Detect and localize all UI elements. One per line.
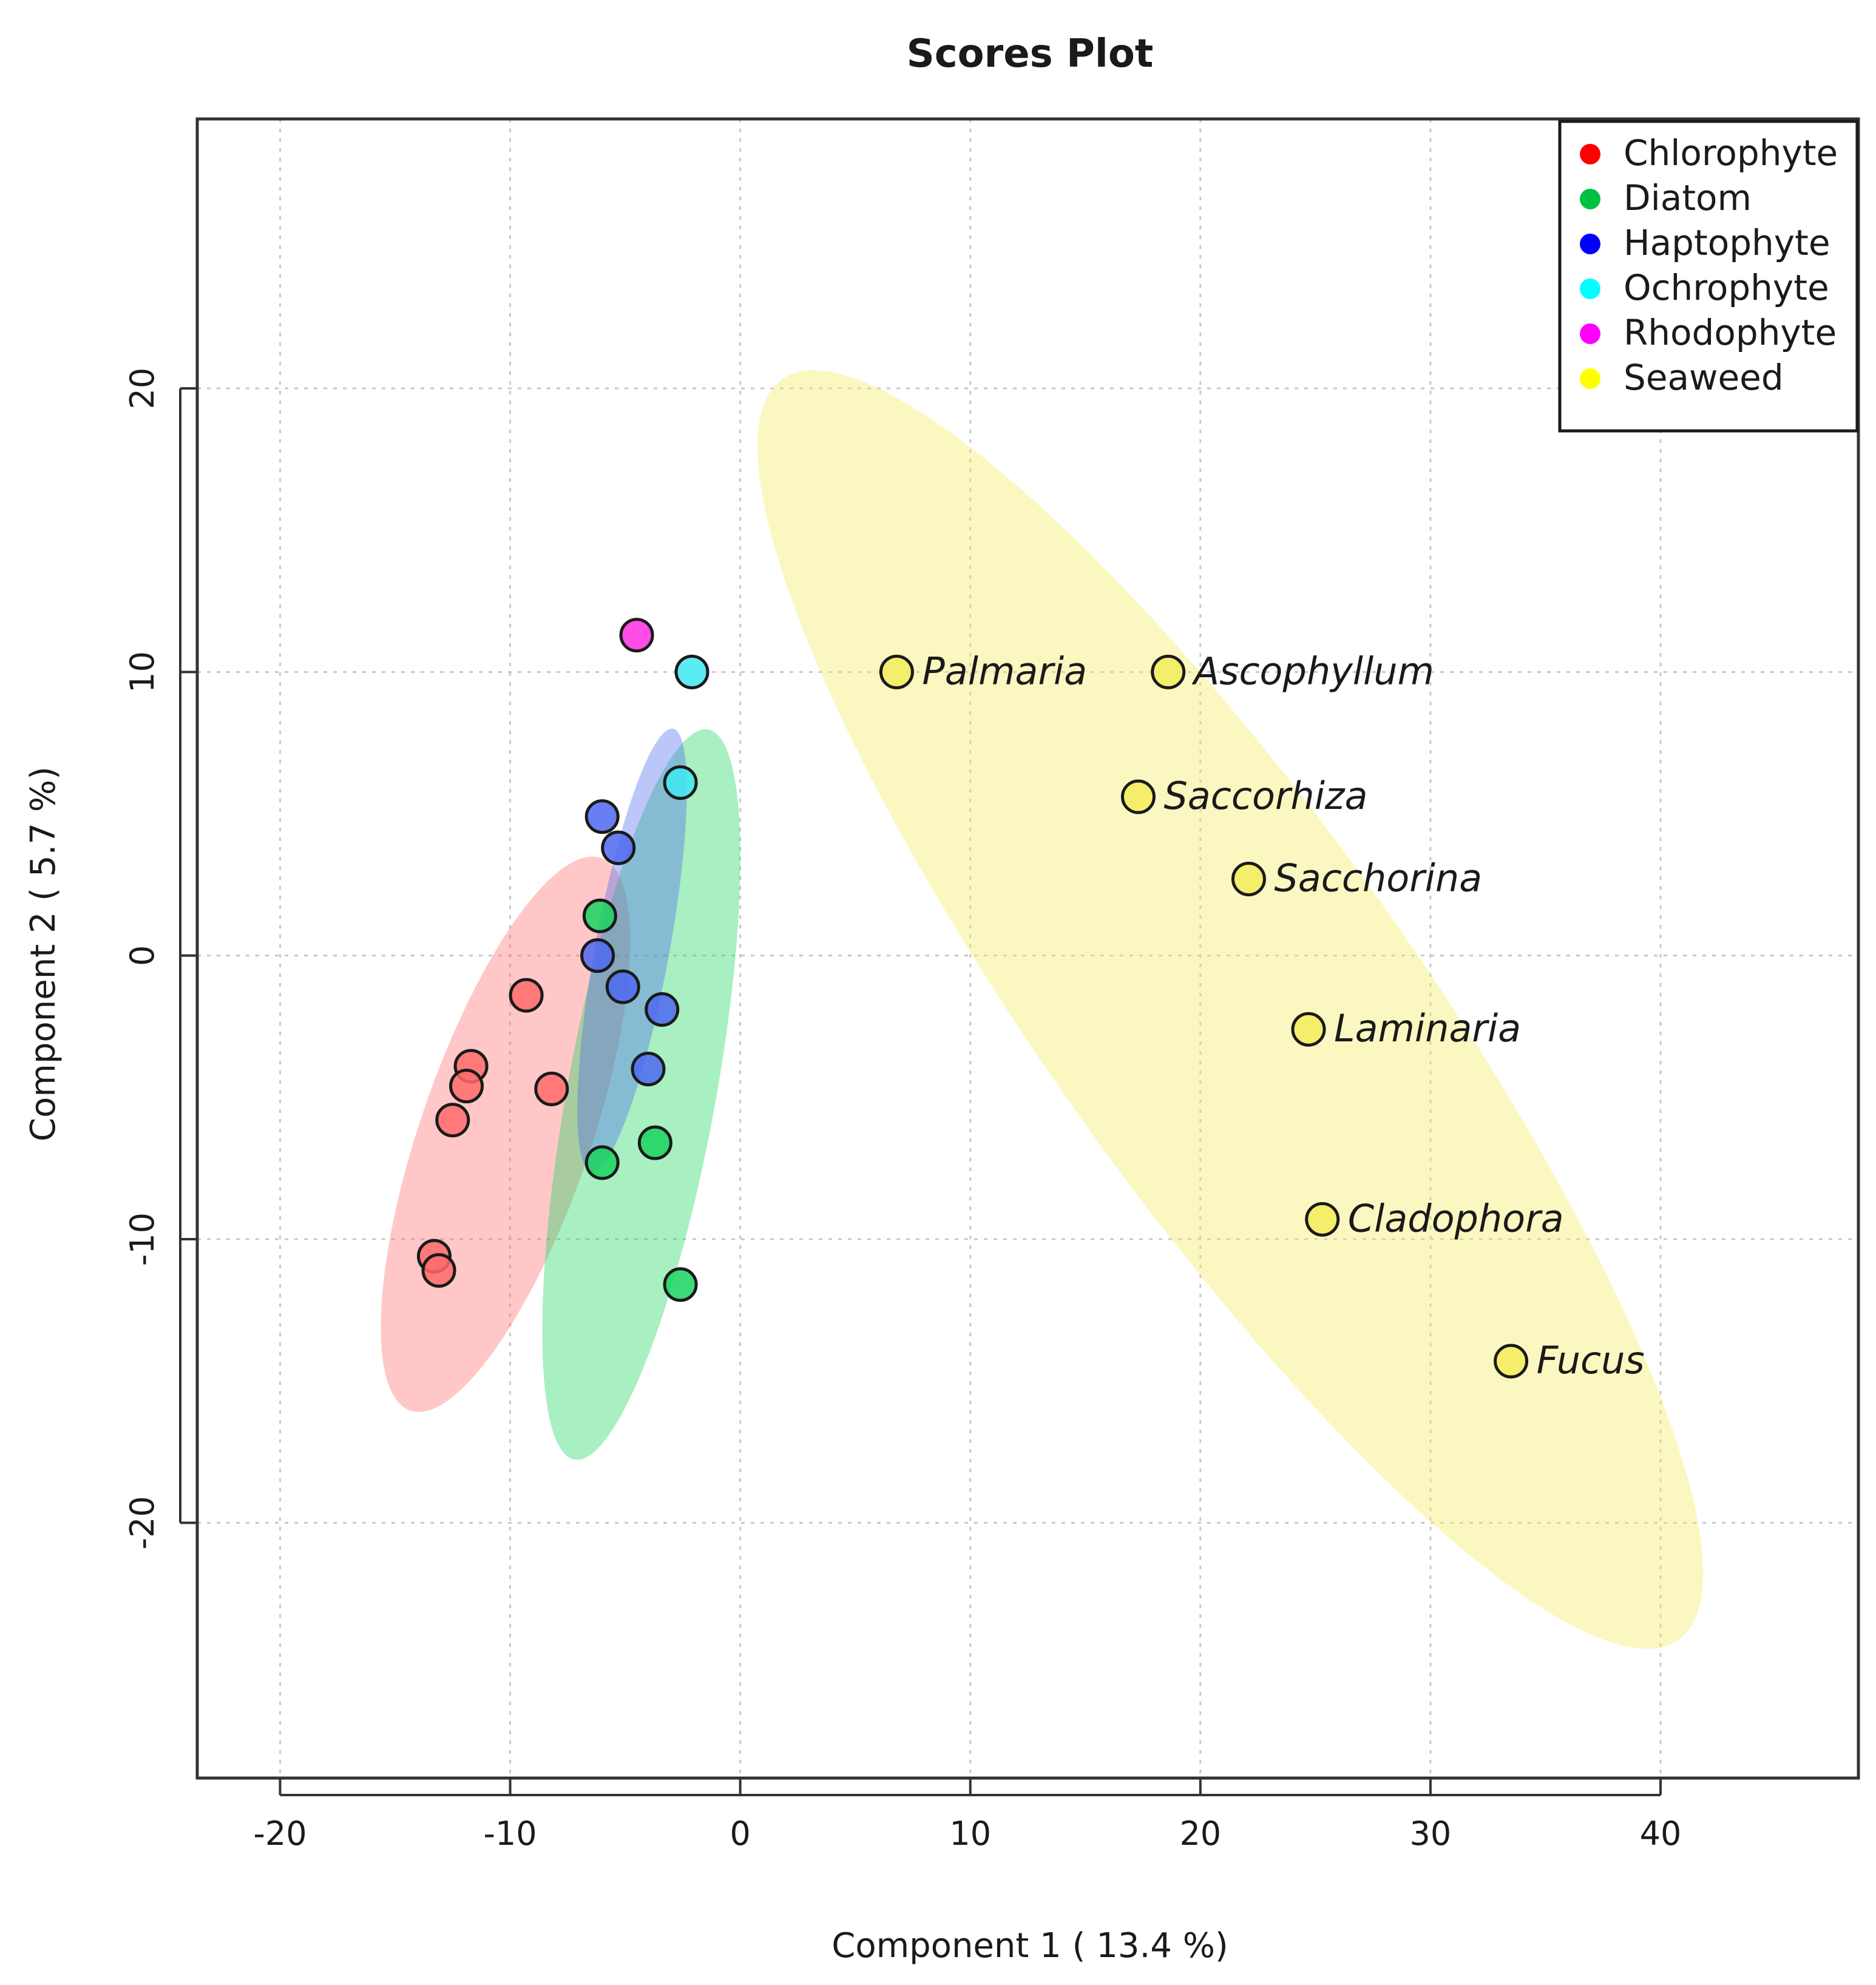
point-label-saccorhiza: Saccorhiza: [1163, 774, 1367, 818]
legend: ChlorophyteDiatomHaptophyteOchrophyteRho…: [1558, 120, 1859, 433]
seaweed-point: [879, 654, 914, 689]
point-label-fucus: Fucus: [1537, 1338, 1645, 1382]
chlorophyte-point: [534, 1071, 569, 1106]
x-axis-label: Component 1 ( 13.4 %): [831, 1926, 1228, 1966]
legend-entry-seaweed: Seaweed: [1624, 357, 1784, 398]
legend-entry-ochrophyte: Ochrophyte: [1624, 267, 1829, 308]
legend-entry-chlorophyte: Chlorophyte: [1624, 132, 1838, 174]
legend-box: [1558, 120, 1859, 433]
chart-title: Scores Plot: [907, 32, 1154, 76]
point-label-sacchorina: Sacchorina: [1274, 856, 1482, 900]
seaweed-point: [1151, 654, 1186, 689]
diatom-ellipse: [542, 729, 740, 1460]
axes: -20 -10 0 10 20 30 40 -20 -10 0 10 20: [123, 368, 1681, 1853]
y-tick-label: -10: [123, 1212, 161, 1266]
x-tick-label: 30: [1410, 1814, 1452, 1853]
haptophyte-point: [580, 938, 615, 973]
diatom-point: [637, 1125, 672, 1160]
legend-marker-seaweed: [1580, 368, 1600, 389]
x-tick-label: 10: [949, 1814, 991, 1853]
chlorophyte-point: [435, 1103, 470, 1138]
seaweed-ellipse: [757, 370, 1704, 1649]
chlorophyte-point: [449, 1069, 484, 1104]
seaweed-point: [1120, 779, 1156, 814]
legend-marker-haptophyte: [1580, 234, 1600, 254]
diatom-point: [584, 1145, 620, 1180]
seaweed-point: [1305, 1202, 1340, 1237]
haptophyte-point: [645, 992, 680, 1027]
legend-marker-chlorophyte: [1580, 144, 1600, 164]
y-tick-label: 0: [123, 945, 161, 966]
legend-marker-diatom: [1580, 189, 1600, 209]
y-tick-label: 20: [123, 368, 161, 410]
legend-entry-haptophyte: Haptophyte: [1624, 222, 1830, 263]
x-tick-label: 20: [1179, 1814, 1221, 1853]
legend-entry-rhodophyte: Rhodophyte: [1624, 312, 1837, 353]
seaweed-point: [1231, 861, 1266, 896]
chlorophyte-point: [509, 978, 544, 1013]
haptophyte-point: [601, 830, 636, 865]
x-tick-label: 40: [1640, 1814, 1682, 1853]
point-label-ascophyllum: Ascophyllum: [1191, 649, 1434, 693]
x-tick-label: 0: [730, 1814, 750, 1853]
point-label-cladophora: Cladophora: [1348, 1196, 1564, 1240]
rhodophyte-point: [619, 618, 654, 653]
x-tick-label: -20: [253, 1814, 306, 1853]
legend-marker-ochrophyte: [1580, 279, 1600, 299]
chlorophyte-point: [421, 1253, 456, 1288]
haptophyte-point: [584, 799, 620, 834]
seaweed-point: [1291, 1012, 1326, 1047]
diatom-point: [663, 1267, 698, 1302]
diatom-point: [582, 898, 617, 933]
ochrophyte-point: [674, 654, 709, 689]
y-tick-label: 10: [123, 651, 161, 693]
haptophyte-point: [631, 1052, 666, 1087]
point-label-laminaria: Laminaria: [1334, 1006, 1521, 1050]
legend-marker-rhodophyte: [1580, 323, 1600, 344]
point-labels: Palmaria Ascophyllum Saccorhiza Sacchorina L…: [922, 649, 1644, 1382]
ochrophyte-point: [663, 765, 698, 800]
y-tick-label: -20: [123, 1496, 161, 1549]
x-tick-label: -10: [483, 1814, 537, 1853]
haptophyte-ellipse: [577, 728, 687, 1171]
y-axis-label: Component 2 ( 5.7 %): [24, 766, 63, 1141]
seaweed-point: [1494, 1344, 1529, 1379]
plot-frame: [195, 117, 1860, 1780]
point-label-palmaria: Palmaria: [922, 649, 1087, 693]
haptophyte-point: [605, 969, 640, 1004]
data-points: [416, 618, 1529, 1379]
legend-entry-diatom: Diatom: [1624, 177, 1752, 218]
